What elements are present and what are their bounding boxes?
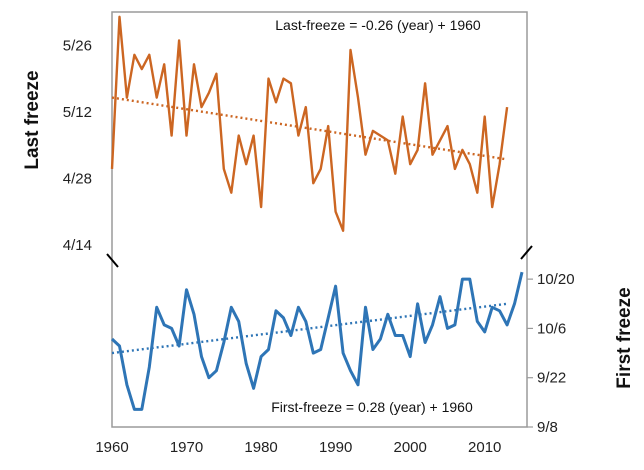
x-tick-label: 1970 [170,439,203,456]
plot-frame [111,11,528,428]
first-freeze-ytick-label: 9/22 [537,370,566,387]
x-tick-label: 1990 [319,439,352,456]
first-freeze-ytick-label: 10/6 [537,320,566,337]
last-freeze-ytick-label: 5/26 [63,37,92,54]
axis-break-left-mark [106,253,119,268]
last-freeze-trend-line [111,96,508,161]
last-freeze-ytick-label: 4/14 [63,237,92,254]
last-freeze-ytick-label: 5/12 [63,104,92,121]
last-freeze-series-line [110,15,509,232]
x-tick-label: 1980 [244,439,277,456]
last-freeze-equation: Last-freeze = -0.26 (year) + 1960 [275,17,481,33]
first-freeze-ytick-label: 9/8 [537,419,558,436]
first-freeze-axis-title: First freeze [614,287,635,388]
first-freeze-trend-line [111,302,508,355]
first-freeze-series-line [110,271,524,411]
x-tick-label: 2000 [393,439,426,456]
x-tick-label: 1960 [95,439,128,456]
first-freeze-ytick-label: 10/20 [537,271,575,288]
first-freeze-equation: First-freeze = 0.28 (year) + 1960 [271,399,473,415]
axis-break-right-mark [520,245,533,260]
x-tick-label: 2010 [468,439,501,456]
last-freeze-ytick-label: 4/28 [63,170,92,187]
last-freeze-axis-title: Last freeze [22,70,43,169]
